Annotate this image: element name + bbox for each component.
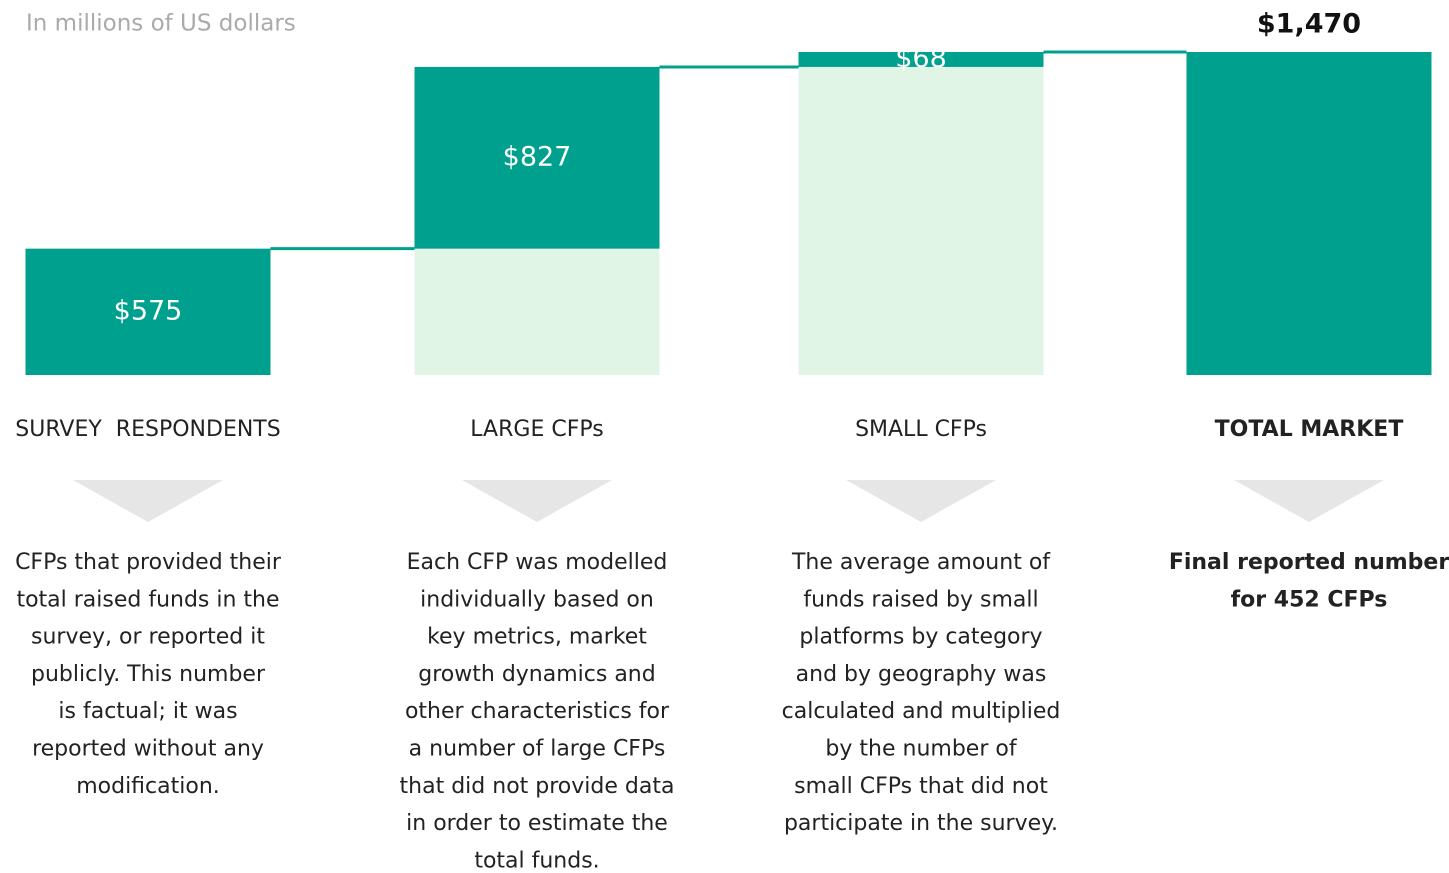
bar	[1186, 52, 1432, 375]
description-line: platforms by category	[799, 625, 1042, 650]
category-label: SURVEY RESPONDENTS	[15, 417, 280, 442]
description-line: The average amount of	[791, 550, 1051, 575]
description-line: and by geography was	[796, 662, 1047, 687]
description-line: growth dynamics and	[418, 662, 655, 687]
value-label: $1,470	[1257, 9, 1361, 40]
description-line: modification.	[76, 774, 220, 799]
category-label: LARGE CFPs	[470, 417, 603, 442]
description-line: Final reported number	[1169, 550, 1449, 575]
description-line: by the number of	[825, 737, 1017, 762]
bar	[414, 66, 660, 249]
description-line: publicly. This number	[31, 662, 266, 687]
description-line: CFPs that provided their	[15, 550, 282, 575]
support-bar	[414, 248, 660, 375]
category-label: SMALL CFPs	[855, 417, 987, 442]
description-line: that did not provide data	[400, 774, 675, 799]
description-line: other characteristics for	[405, 699, 670, 724]
description-line: total funds.	[474, 848, 599, 873]
value-label: $575	[114, 295, 183, 326]
pointer-triangle	[846, 480, 996, 522]
description-line: reported without any	[32, 737, 264, 762]
description-line: individually based on	[420, 587, 654, 612]
pointer-triangle	[462, 480, 612, 522]
bar	[25, 248, 271, 375]
value-label: $68	[895, 43, 947, 74]
description-line: key metrics, market	[427, 625, 647, 650]
description-line: is factual; it was	[58, 699, 237, 724]
support-bar	[798, 66, 1044, 375]
value-label: $827	[503, 141, 572, 172]
description-line: small CFPs that did not	[794, 774, 1048, 799]
description-line: participate in the survey.	[784, 811, 1058, 836]
description-line: survey, or reported it	[31, 625, 265, 650]
category-label: TOTAL MARKET	[1215, 417, 1404, 442]
subtitle: In millions of US dollars	[26, 11, 296, 37]
description-line: Each CFP was modelled	[407, 550, 668, 575]
description-line: funds raised by small	[803, 587, 1038, 612]
description-line: a number of large CFPs	[409, 737, 666, 762]
description-line: in order to estimate the	[406, 811, 668, 836]
pointer-triangle	[1234, 480, 1384, 522]
description-line: total raised funds in the	[16, 587, 279, 612]
description-line: calculated and multiplied	[782, 699, 1061, 724]
bar	[798, 52, 1044, 67]
description-line: for 452 CFPs	[1231, 587, 1388, 612]
pointer-triangle	[73, 480, 223, 522]
